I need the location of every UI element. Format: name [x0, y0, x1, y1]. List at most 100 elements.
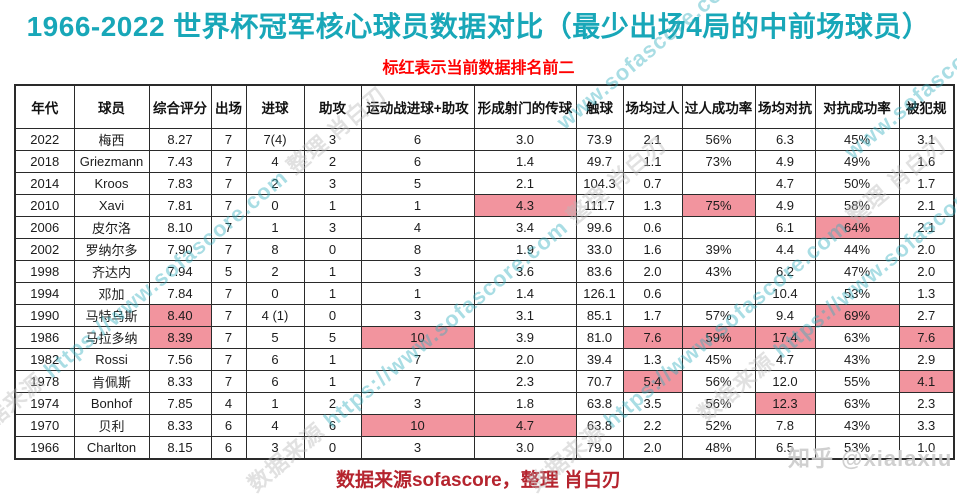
table-cell: 1.3 — [622, 348, 683, 371]
table-cell: 齐达内 — [73, 260, 150, 283]
table-cell: 2010 — [14, 194, 75, 217]
table-cell: 43% — [681, 260, 756, 283]
table-cell: 39% — [681, 238, 756, 261]
table-cell: 7.8 — [754, 414, 816, 437]
table-cell: 55% — [814, 370, 900, 393]
table-cell: 17.4 — [754, 326, 816, 349]
table-cell: 2.1 — [898, 194, 955, 217]
column-header-4: 进球 — [245, 84, 305, 129]
column-header-13: 被犯规 — [898, 84, 955, 129]
table-cell: 2.0 — [898, 238, 955, 261]
table-cell: 7 — [210, 238, 247, 261]
table-cell: 0 — [245, 282, 305, 305]
table-row: 2022 梅西 8.27 7 7(4) 3 6 3.0 73.9 2.1 56% 6.3 45% 3.1 — [14, 128, 955, 151]
table-cell: 5 — [210, 260, 247, 283]
table-cell: 3 — [360, 304, 475, 327]
table-cell: 2.0 — [473, 348, 577, 371]
table-cell: 79.0 — [575, 436, 624, 460]
table-cell: 12.3 — [754, 392, 816, 415]
table-cell: 63.8 — [575, 414, 624, 437]
table-row: 1970 贝利 8.33 6 4 6 10 4.7 63.8 2.2 52% 7.8 43% 3.3 — [14, 414, 955, 437]
table-cell: 7.94 — [148, 260, 212, 283]
table-cell: 48% — [681, 436, 756, 460]
table-cell: 3.1 — [898, 128, 955, 151]
table-cell: 0.7 — [622, 172, 683, 195]
table-cell: 3.5 — [622, 392, 683, 415]
table-cell: 43% — [814, 348, 900, 371]
table-cell: 33.0 — [575, 238, 624, 261]
table-cell: 3 — [303, 216, 362, 239]
table-row: 2002 罗纳尔多 7.90 7 8 0 8 1.9 33.0 1.6 39% 4.4 44% 2.0 — [14, 238, 955, 261]
table-cell: 49.7 — [575, 150, 624, 173]
table-cell: 44% — [814, 238, 900, 261]
table-cell: 2.1 — [473, 172, 577, 195]
table-cell: 7.84 — [148, 282, 212, 305]
column-header-11: 场均对抗 — [754, 84, 816, 129]
table-cell: 10 — [360, 326, 475, 349]
table-cell: 2006 — [14, 216, 75, 239]
table-cell: 7 — [210, 216, 247, 239]
table-cell: 1978 — [14, 370, 75, 393]
table-header-row: 年代 球员 综合评分 出场 进球 助攻 运动战进球+助攻 形成射门的传球 触球 场均过人 过人成功率… — [14, 84, 955, 129]
table-cell: 皮尔洛 — [73, 216, 150, 239]
table-cell: 3.6 — [473, 260, 577, 283]
table-cell: 3 — [360, 392, 475, 415]
table-cell: 0 — [303, 436, 362, 460]
table-row: 2014 Kroos 7.83 7 2 3 5 2.1 104.3 0.7 4.7 50% 1.7 — [14, 172, 955, 195]
table-cell: 58% — [814, 194, 900, 217]
table-cell: 2.1 — [898, 216, 955, 239]
table-cell: 6 — [360, 128, 475, 151]
table-cell: 45% — [681, 348, 756, 371]
table-cell: 39.4 — [575, 348, 624, 371]
table-cell: 7.56 — [148, 348, 212, 371]
table-cell: 7.85 — [148, 392, 212, 415]
table-cell: 6 — [303, 414, 362, 437]
table-cell: 7.43 — [148, 150, 212, 173]
table-cell: 63% — [814, 326, 900, 349]
table-cell: Bonhof — [73, 392, 150, 415]
table-cell: 56% — [681, 128, 756, 151]
table-cell: 56% — [681, 392, 756, 415]
column-header-0: 年代 — [14, 84, 75, 129]
table-cell: 贝利 — [73, 414, 150, 437]
table-cell: 1986 — [14, 326, 75, 349]
table-cell: 6.2 — [754, 260, 816, 283]
table-cell: 83.6 — [575, 260, 624, 283]
table-row: 1974 Bonhof 7.85 4 1 2 3 1.8 63.8 3.5 56% 12.3 63% 2.… — [14, 392, 955, 415]
table-cell: 75% — [681, 194, 756, 217]
table-cell: 7 — [360, 348, 475, 371]
table-cell: 4.9 — [754, 194, 816, 217]
table-cell: 0.6 — [622, 282, 683, 305]
table-cell: 4 — [360, 216, 475, 239]
table-cell: Griezmann — [73, 150, 150, 173]
table-cell: 81.0 — [575, 326, 624, 349]
table-cell: 7 — [210, 348, 247, 371]
table-cell: 64% — [814, 216, 900, 239]
table-cell: 3 — [303, 172, 362, 195]
table-cell: 3 — [360, 260, 475, 283]
table-cell: 4.7 — [473, 414, 577, 437]
table-cell: 7.83 — [148, 172, 212, 195]
header-row: 年代 球员 综合评分 出场 进球 助攻 运动战进球+助攻 形成射门的传球 触球 场均过人 过人成功率… — [14, 84, 955, 129]
page-title: 1966-2022 世界杯冠军核心球员数据对比（最少出场4局的中前场球员） — [26, 11, 931, 42]
table-cell: 1974 — [14, 392, 75, 415]
table-cell: 2 — [245, 172, 305, 195]
table-cell: 2.3 — [473, 370, 577, 393]
table-cell: 2 — [303, 392, 362, 415]
table-cell: 49% — [814, 150, 900, 173]
table-cell: 73.9 — [575, 128, 624, 151]
table-cell: 3.4 — [473, 216, 577, 239]
table-cell: 1 — [303, 282, 362, 305]
table-cell: 7.90 — [148, 238, 212, 261]
table-cell: 1998 — [14, 260, 75, 283]
column-header-6: 运动战进球+助攻 — [360, 84, 475, 129]
table-cell: 45% — [814, 128, 900, 151]
table-cell — [681, 282, 756, 305]
table-cell: 4 — [210, 392, 247, 415]
table-cell: 63% — [814, 392, 900, 415]
table-cell: 50% — [814, 172, 900, 195]
source-footer: 数据来源sofascore，整理 肖白刃 — [335, 470, 622, 491]
table-cell: 7 — [210, 172, 247, 195]
table-cell: 2.7 — [898, 304, 955, 327]
table-cell: 8.33 — [148, 370, 212, 393]
